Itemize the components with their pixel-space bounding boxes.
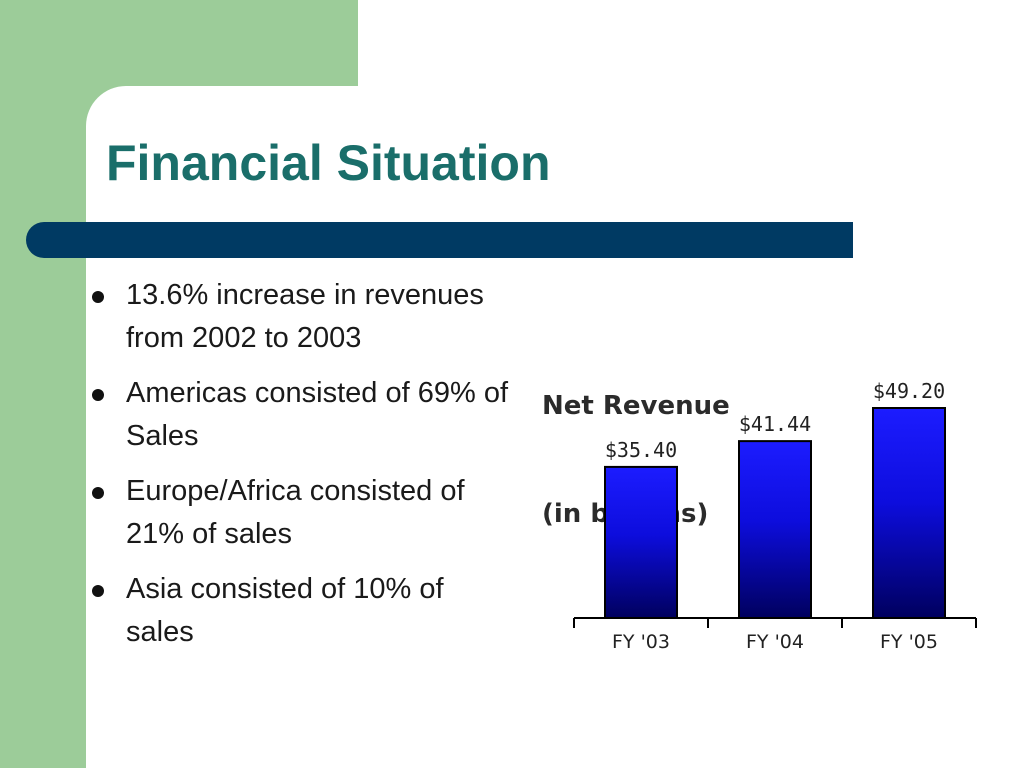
bullet-dot-icon bbox=[92, 585, 104, 597]
bullet-text: Europe/Africa consisted of 21% of sales bbox=[126, 475, 465, 550]
bullet-text: 13.6% increase in revenues from 2002 to … bbox=[126, 279, 484, 354]
bar-value-label: $41.44 bbox=[739, 412, 811, 436]
chart-bar bbox=[604, 465, 678, 619]
bar-value-label: $49.20 bbox=[873, 379, 945, 403]
bullet-text: Americas consisted of 69% of Sales bbox=[126, 377, 509, 452]
bullet-list: 13.6% increase in revenues from 2002 to … bbox=[90, 274, 510, 666]
bullet-dot-icon bbox=[92, 487, 104, 499]
bullet-item: Asia consisted of 10% of sales bbox=[90, 568, 510, 654]
bullet-item: 13.6% increase in revenues from 2002 to … bbox=[90, 274, 510, 360]
chart-bar bbox=[872, 407, 946, 619]
slide-title: Financial Situation bbox=[106, 135, 551, 191]
title-underline-bar bbox=[26, 222, 853, 258]
content-panel bbox=[86, 86, 1024, 768]
category-label: FY '05 bbox=[880, 631, 938, 653]
category-label: FY '03 bbox=[612, 631, 670, 653]
bar-value-label: $35.40 bbox=[605, 438, 677, 462]
bullet-item: Europe/Africa consisted of 21% of sales bbox=[90, 470, 510, 556]
category-label: FY '04 bbox=[746, 631, 804, 653]
bullet-dot-icon bbox=[92, 389, 104, 401]
chart-bar bbox=[738, 440, 812, 619]
bullet-item: Americas consisted of 69% of Sales bbox=[90, 372, 510, 458]
chart-canvas: $35.40 FY '03 $41.44 FY '04 $49.20 FY '05 bbox=[573, 379, 977, 653]
bullet-text: Asia consisted of 10% of sales bbox=[126, 573, 444, 648]
bullet-dot-icon bbox=[92, 291, 104, 303]
chart-title-line: Net Revenue bbox=[542, 391, 730, 421]
